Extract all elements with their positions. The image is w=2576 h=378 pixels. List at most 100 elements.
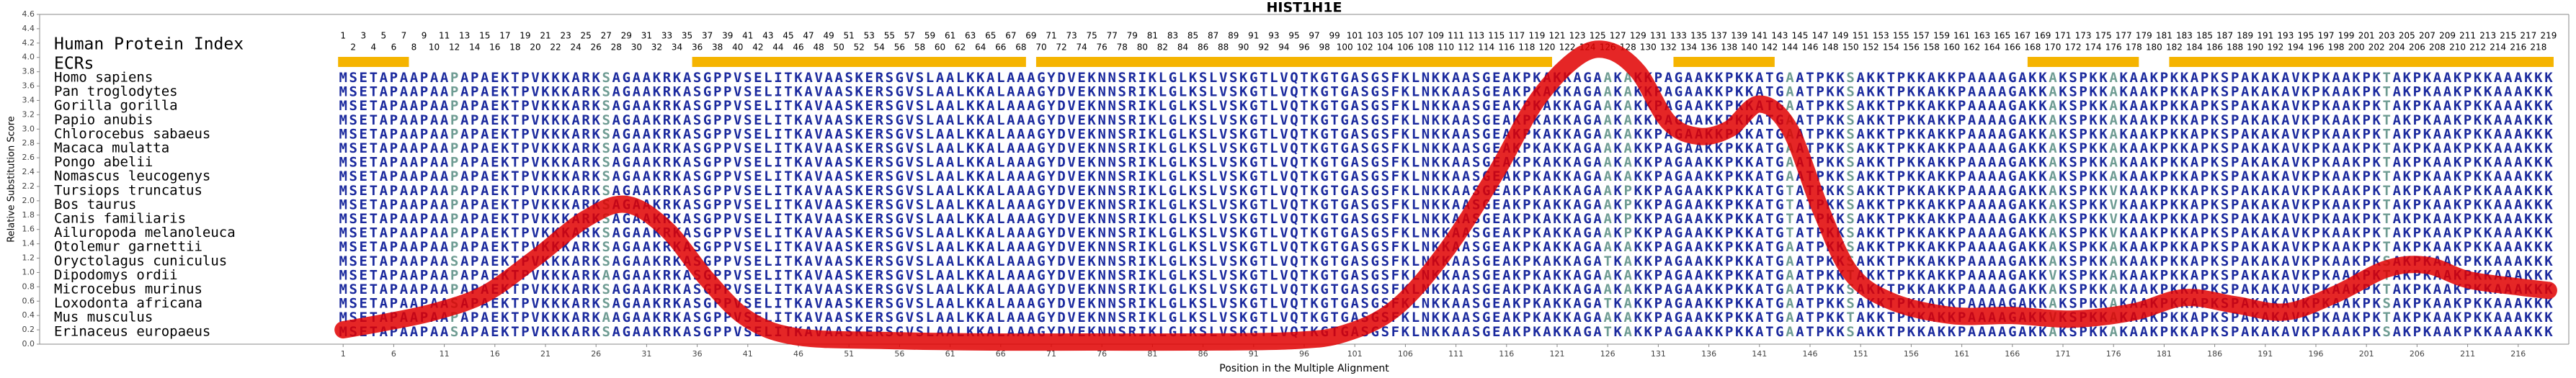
residue-run: K xyxy=(1614,323,1623,339)
index-number: 157 xyxy=(1913,31,1930,41)
index-number: 99 xyxy=(1329,31,1340,41)
x-tick-label: 141 xyxy=(1752,349,1767,359)
y-tick-label: 2.6 xyxy=(22,153,35,162)
index-number: 208 xyxy=(2429,42,2446,53)
residue-run: A xyxy=(1603,211,1612,227)
residue-run: S xyxy=(602,84,610,99)
residue-run: A xyxy=(2109,140,2118,156)
residue-run: KKPAGAAKKPKKATG xyxy=(1634,323,1784,339)
residue-run: T xyxy=(2383,310,2391,325)
index-number: 22 xyxy=(550,42,561,53)
index-number: 171 xyxy=(2055,31,2072,41)
index-number: 101 xyxy=(1347,31,1363,41)
species-name: Erinaceus europaeus xyxy=(54,323,210,339)
species-name: Macaca mulatta xyxy=(54,140,169,156)
index-number: 143 xyxy=(1771,31,1788,41)
index-number: 210 xyxy=(2449,42,2466,53)
residue-run: A xyxy=(1786,168,1794,184)
index-number: 182 xyxy=(2166,42,2183,53)
ecr-block xyxy=(1035,57,1552,67)
residue-run: MSETAPAAPAA xyxy=(339,154,448,170)
residue-run: S xyxy=(1846,211,1854,227)
residue-run: KSPKK xyxy=(2059,140,2108,156)
residue-run: A xyxy=(2049,126,2057,142)
residue-run: S xyxy=(602,70,610,86)
residue-run: AKKTPKKAKKPAAAAGAKK xyxy=(1856,70,2047,86)
index-number: 82 xyxy=(1157,42,1168,53)
residue-run: MSETAPAAPAA xyxy=(339,70,448,86)
index-number: 130 xyxy=(1640,42,1657,53)
y-tick-label: 2.2 xyxy=(22,181,35,191)
residue-run: V xyxy=(2109,225,2117,240)
x-tick-label: 211 xyxy=(2460,349,2475,359)
residue-run: AKKTPKKAKKPAAAAGAKK xyxy=(1856,323,2047,339)
index-number: 129 xyxy=(1630,31,1646,41)
residue-run: A xyxy=(1603,267,1612,283)
index-number: 53 xyxy=(864,31,875,41)
index-number: 30 xyxy=(631,42,642,53)
x-tick-label: 61 xyxy=(945,349,955,359)
y-tick-label: 0.6 xyxy=(22,296,35,305)
index-number: 141 xyxy=(1751,31,1768,41)
index-number: 104 xyxy=(1377,42,1394,53)
species-name: Loxodonta africana xyxy=(54,295,202,311)
residue-run: P xyxy=(1624,211,1632,227)
residue-run: A xyxy=(2049,70,2057,86)
residue-run: MSETAPAAPAA xyxy=(339,225,448,240)
residue-run: P xyxy=(450,154,458,170)
species-name: Homo sapiens xyxy=(54,70,153,86)
x-tick-label: 136 xyxy=(1701,349,1716,359)
index-number: 1 xyxy=(340,31,346,41)
index-number: 66 xyxy=(995,42,1006,53)
x-tick-label: 101 xyxy=(1347,349,1363,359)
residue-run: A xyxy=(1624,140,1633,156)
x-tick-label: 31 xyxy=(641,349,651,359)
index-number: 132 xyxy=(1660,42,1677,53)
residue-run: MSETAPAAPAA xyxy=(339,84,448,99)
residue-run: KKPAGAAKKPKKATG xyxy=(1634,282,1784,297)
index-number: 142 xyxy=(1761,42,1778,53)
index-number: 160 xyxy=(1943,42,1960,53)
residue-run: A xyxy=(2109,84,2118,99)
residue-run: P xyxy=(450,126,458,142)
x-tick-label: 71 xyxy=(1046,349,1056,359)
index-number: 73 xyxy=(1066,31,1077,41)
index-number: 192 xyxy=(2267,42,2283,53)
residue-run: KKPAGAAKKPKKATG xyxy=(1634,70,1784,86)
y-tick-label: 4.2 xyxy=(22,38,35,48)
x-tick-label: 6 xyxy=(391,349,396,359)
index-number: 215 xyxy=(2500,31,2516,41)
residue-run: A xyxy=(2109,98,2118,114)
chart-title: HIST1H1E xyxy=(1267,0,1342,16)
residue-run: AKKTPKKAKKPAAAAGAKK xyxy=(1856,140,2047,156)
index-number: 20 xyxy=(530,42,540,53)
residue-run: K xyxy=(1614,70,1623,86)
index-number: 94 xyxy=(1278,42,1289,53)
index-number: 127 xyxy=(1610,31,1626,41)
index-number: 68 xyxy=(1015,42,1026,53)
residue-run: AKKTPKKAKKPAAAAGAKK xyxy=(1856,84,2047,99)
index-number: 27 xyxy=(601,31,612,41)
x-tick-label: 76 xyxy=(1097,349,1107,359)
residue-run: K xyxy=(1614,239,1623,255)
y-tick-label: 1.2 xyxy=(22,253,35,263)
index-number: 36 xyxy=(692,42,703,53)
residue-run: A xyxy=(1624,310,1633,325)
residue-run: T xyxy=(2383,225,2391,240)
index-number: 153 xyxy=(1873,31,1889,41)
score-curve xyxy=(334,40,2557,351)
residue-run: KKPAGAAKKPKKATG xyxy=(1634,239,1784,255)
residue-run: A xyxy=(1786,253,1794,269)
index-number: 64 xyxy=(975,42,986,53)
residue-run: A xyxy=(1624,84,1633,99)
residue-run: P xyxy=(450,112,458,127)
index-number: 11 xyxy=(439,31,450,41)
y-tick-label: 2.0 xyxy=(22,196,35,205)
x-tick-label: 26 xyxy=(591,349,601,359)
species-name: Pan troglodytes xyxy=(54,84,178,99)
index-number: 114 xyxy=(1478,42,1494,53)
residue-run: S xyxy=(1846,154,1854,170)
residue-run: S xyxy=(1846,197,1854,212)
index-number: 2 xyxy=(350,42,356,53)
